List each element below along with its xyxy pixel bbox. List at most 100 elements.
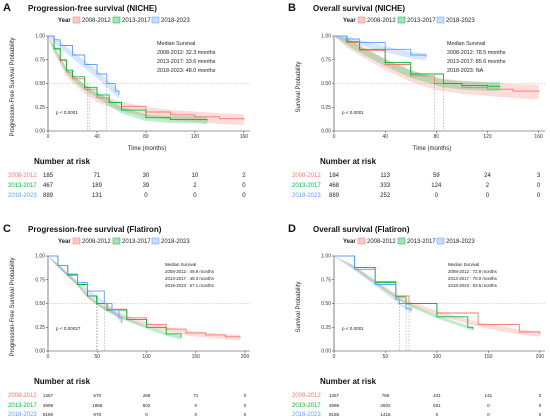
x-tick-label: 200 (241, 354, 250, 360)
risk-cell: 71 (94, 173, 101, 179)
y-axis-label: Progression-Free Survival Probability (10, 257, 16, 356)
x-tick-label: 50 (383, 354, 389, 360)
panel-letter: A (3, 2, 11, 14)
risk-cell: 24 (484, 173, 491, 179)
x-tick-label: 80 (434, 134, 440, 140)
risk-row-label-2008: 2008-2012 (292, 173, 321, 179)
y-axis-label: Survival Probability (296, 61, 302, 112)
risk-cell: 0 (195, 412, 198, 417)
median-line-2018: 2018-2023: NA (447, 68, 484, 74)
plot-area: 0.00 0.25 0.50 0.75 1.00 0 50 100 150 200 (321, 254, 545, 360)
median-line-2018: 2018-2023: 48.0 months (157, 68, 216, 74)
y-axis-label: Survival Probability (296, 281, 302, 332)
risk-cell: 2 (193, 183, 197, 189)
median-line-2013: 2013-2017: 33.6 months (157, 59, 216, 65)
risk-cell: 0 (435, 193, 439, 199)
legend-swatch-2018 (151, 237, 160, 245)
median-line-2018: 2018-2023 : 63.5 months (448, 283, 498, 288)
y-tick-label: 0.50 (35, 301, 45, 307)
risk-cell: 0 (539, 403, 542, 408)
risk-cell: 0 (244, 412, 247, 417)
ci-band-2008 (334, 36, 539, 100)
risk-cell: 0 (539, 412, 542, 417)
legend-item-2013: 2013-2017 (407, 18, 436, 24)
risk-cell: 1416 (380, 412, 391, 417)
survival-curve-2013 (334, 255, 474, 330)
risk-row-label-2013: 2013-2017 (292, 183, 321, 189)
legend-item-2018: 2018-2023 (161, 18, 190, 24)
legend-item-2013: 2013-2017 (122, 18, 151, 24)
risk-cell: 2 (242, 173, 246, 179)
plot-area: 0.00 0.25 0.50 0.75 1.00 0 50 100 150 200 (35, 254, 250, 360)
x-tick-label: 100 (433, 354, 442, 360)
median-line-2013: 2013-2017: 85.6 months (447, 59, 506, 65)
median-title: Median Survival (448, 262, 479, 267)
risk-cell: 184 (329, 173, 340, 179)
legend-title: Year (343, 18, 356, 24)
x-tick-label: 40 (94, 134, 100, 140)
legend-item-2013: 2013-2017 (407, 239, 436, 245)
risk-cell: 786 (382, 393, 390, 398)
survival-curve-2018 (334, 35, 427, 57)
risk-cell: 8186 (329, 412, 340, 417)
risk-cell: 333 (380, 183, 391, 189)
p-value: p < 0.00027 (56, 326, 81, 331)
risk-cell: 631 (433, 403, 441, 408)
plot-area: 0.00 0.25 0.50 0.75 1.00 0 40 80 120 160 (321, 34, 545, 140)
risk-cell: 2 (486, 183, 490, 189)
x-tick-label: 200 (536, 354, 545, 360)
risk-cell: 570 (93, 393, 101, 398)
plot-area: 0.00 0.25 0.50 0.75 1.00 0 40 80 120 160 (35, 34, 250, 140)
y-tick-label: 0.25 (321, 105, 331, 111)
ci-band-2018 (48, 256, 122, 326)
risk-cell: 0 (537, 183, 541, 189)
panel-letter: B (288, 2, 296, 14)
median-title: Median Survival (157, 41, 195, 47)
median-line-2008: 2008-2012 : 72.9 months (448, 269, 498, 274)
risk-cell: 0 (436, 412, 439, 417)
risk-cell: 1866 (92, 403, 103, 408)
p-value: p < 0.0001 (342, 326, 364, 331)
median-title: Median Survival (447, 41, 485, 47)
median-survival: Median Survival 2008-2012 : 49.9 months … (165, 262, 215, 288)
risk-cell: 1357 (43, 393, 54, 398)
survival-curve-2013 (48, 35, 208, 121)
median-survival: Median Survival 2008-2012: 32.3 months 2… (157, 41, 216, 74)
risk-table: 2008-2012 185 71 30 10 2 2013-2017 467 189 39 2 0 20… (8, 173, 246, 199)
y-tick-label: 0.00 (321, 129, 331, 135)
risk-cell: 189 (92, 183, 103, 189)
legend: Year 2008-2012 2013-2017 2018-2023 (343, 16, 475, 24)
risk-cell: 0 (487, 412, 490, 417)
risk-cell: 889 (329, 193, 340, 199)
x-tick-label: 40 (382, 134, 388, 140)
risk-row-label-2008: 2008-2012 (8, 173, 37, 179)
risk-cell: 269 (143, 393, 151, 398)
risk-cell: 8186 (43, 412, 54, 417)
risk-row-label-2018: 2018-2023 (8, 193, 37, 199)
p-value: p < 0.0001 (56, 110, 78, 115)
risk-cell: 39 (143, 183, 150, 189)
risk-cell: 113 (380, 173, 390, 179)
risk-cell: 0 (537, 193, 541, 199)
legend-title: Year (343, 239, 356, 245)
risk-cell: 71 (193, 393, 199, 398)
y-tick-label: 0.25 (35, 105, 45, 111)
panel-title: Progression-free survival (NICHE) (28, 4, 157, 13)
legend-item-2013: 2013-2017 (122, 239, 151, 245)
legend-swatch-2013 (112, 237, 121, 245)
risk-cell: 131 (92, 193, 103, 199)
y-tick-label: 1.00 (321, 34, 331, 40)
x-tick-label: 150 (192, 354, 201, 360)
y-axis-label: Progression-Free Survival Probability (10, 37, 16, 136)
risk-cell: 0 (144, 193, 148, 199)
x-axis-label: Time (months) (128, 146, 166, 152)
risk-cell: 0 (487, 403, 490, 408)
x-tick-label: 160 (534, 134, 543, 140)
legend-swatch-2018 (436, 16, 445, 24)
legend-swatch-2008 (357, 16, 366, 24)
legend: Year 2008-2012 2013-2017 2018-2023 (58, 16, 190, 24)
risk-cell: 0 (145, 412, 148, 417)
x-tick-label: 150 (484, 354, 493, 360)
y-tick-label: 1.00 (35, 34, 45, 40)
risk-cell: 185 (43, 173, 54, 179)
